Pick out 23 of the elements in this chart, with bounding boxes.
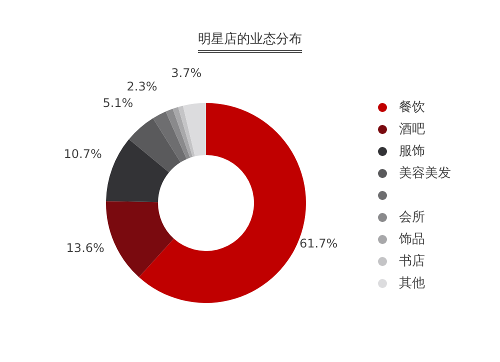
donut-slice: [152, 111, 187, 162]
data-label: 61.7%: [300, 236, 338, 250]
legend-label: 餐饮: [399, 99, 425, 116]
donut-slice: [106, 139, 170, 202]
legend-label: 会所: [399, 209, 425, 226]
donut-slice: [128, 118, 181, 172]
legend-label: 书店: [399, 253, 425, 270]
legend-label: 酒吧: [399, 121, 425, 138]
chart-title: 明星店的业态分布: [198, 32, 302, 53]
legend-label: 美容美发: [399, 165, 451, 182]
donut-slice: [178, 106, 195, 157]
donut-slice: [172, 106, 193, 158]
donut-slice: [182, 103, 206, 156]
legend-label: 饰品: [399, 231, 425, 248]
data-label: 10.7%: [64, 147, 102, 162]
donut-slice: [166, 108, 190, 160]
donut-slice: [106, 201, 174, 278]
data-label: 2.3%: [126, 80, 158, 94]
legend-label: 其他: [399, 275, 425, 292]
data-label: 13.6%: [66, 241, 104, 256]
legend-label: 服饰: [399, 143, 425, 160]
data-label: 5.1%: [102, 96, 134, 110]
data-label: 3.7%: [171, 66, 202, 80]
